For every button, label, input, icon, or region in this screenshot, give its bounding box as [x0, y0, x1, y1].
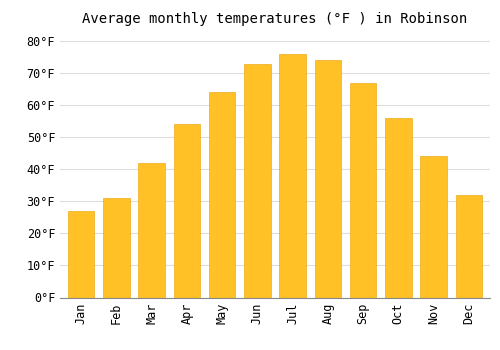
Bar [209, 92, 236, 298]
Bar [68, 211, 94, 298]
Bar [174, 125, 200, 298]
Bar [244, 64, 270, 298]
Bar [456, 195, 482, 298]
Bar [103, 198, 130, 298]
Bar [420, 156, 447, 298]
Bar [350, 83, 376, 298]
Bar [314, 60, 341, 298]
Bar [280, 54, 306, 298]
Title: Average monthly temperatures (°F ) in Robinson: Average monthly temperatures (°F ) in Ro… [82, 12, 468, 26]
Bar [138, 163, 165, 298]
Bar [385, 118, 411, 297]
